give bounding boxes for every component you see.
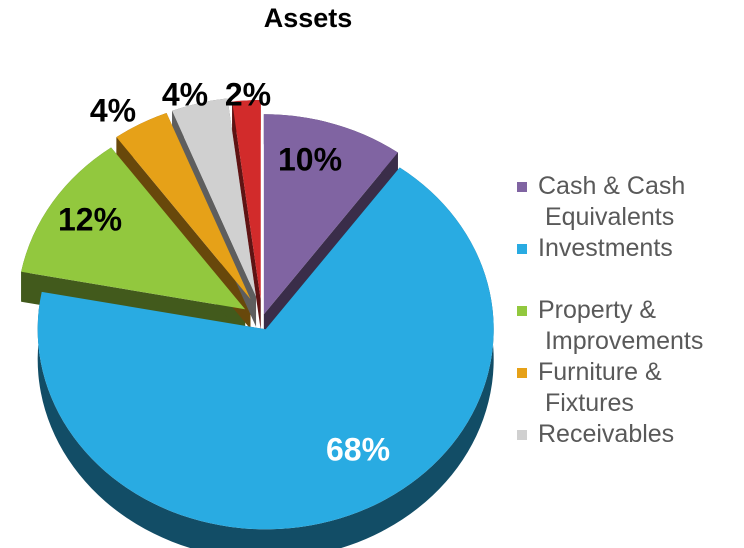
data-label: 2%	[225, 76, 271, 112]
legend-label: Property & Improvements	[538, 296, 703, 355]
data-label: 10%	[278, 141, 342, 177]
data-label: 68%	[326, 431, 390, 467]
data-label: 4%	[162, 76, 208, 112]
legend-label: Investments	[538, 234, 673, 262]
chart-title: Assets	[264, 3, 353, 33]
pie-slice	[172, 98, 257, 297]
legend-swatch	[517, 368, 527, 378]
pie-slice	[21, 147, 246, 310]
legend-swatch	[517, 306, 527, 316]
legend-line: Receivables	[538, 420, 674, 448]
legend-line: Furniture &	[538, 358, 662, 386]
legend-swatch	[517, 182, 527, 192]
legend-label: Receivables	[538, 420, 674, 448]
legend-line: Fixtures	[538, 389, 634, 417]
data-label: 12%	[58, 201, 122, 237]
legend-line: Property &	[538, 296, 656, 324]
legend-line: Cash & Cash	[538, 172, 685, 200]
legend-line: Improvements	[538, 327, 703, 355]
pie-slice	[116, 113, 251, 299]
slice-wall	[232, 101, 261, 331]
legend-swatch	[517, 244, 527, 254]
legend-swatch	[517, 430, 527, 440]
pie-slice	[232, 100, 261, 301]
legend-label: Cash & Cash Equivalents	[538, 172, 685, 231]
legend-line: Investments	[538, 234, 673, 262]
data-label: 4%	[90, 92, 136, 128]
pie-slice	[263, 114, 398, 315]
legend-line: Equivalents	[538, 203, 674, 231]
pie-slice	[37, 167, 494, 530]
legend-label: Furniture & Fixtures	[538, 358, 662, 417]
